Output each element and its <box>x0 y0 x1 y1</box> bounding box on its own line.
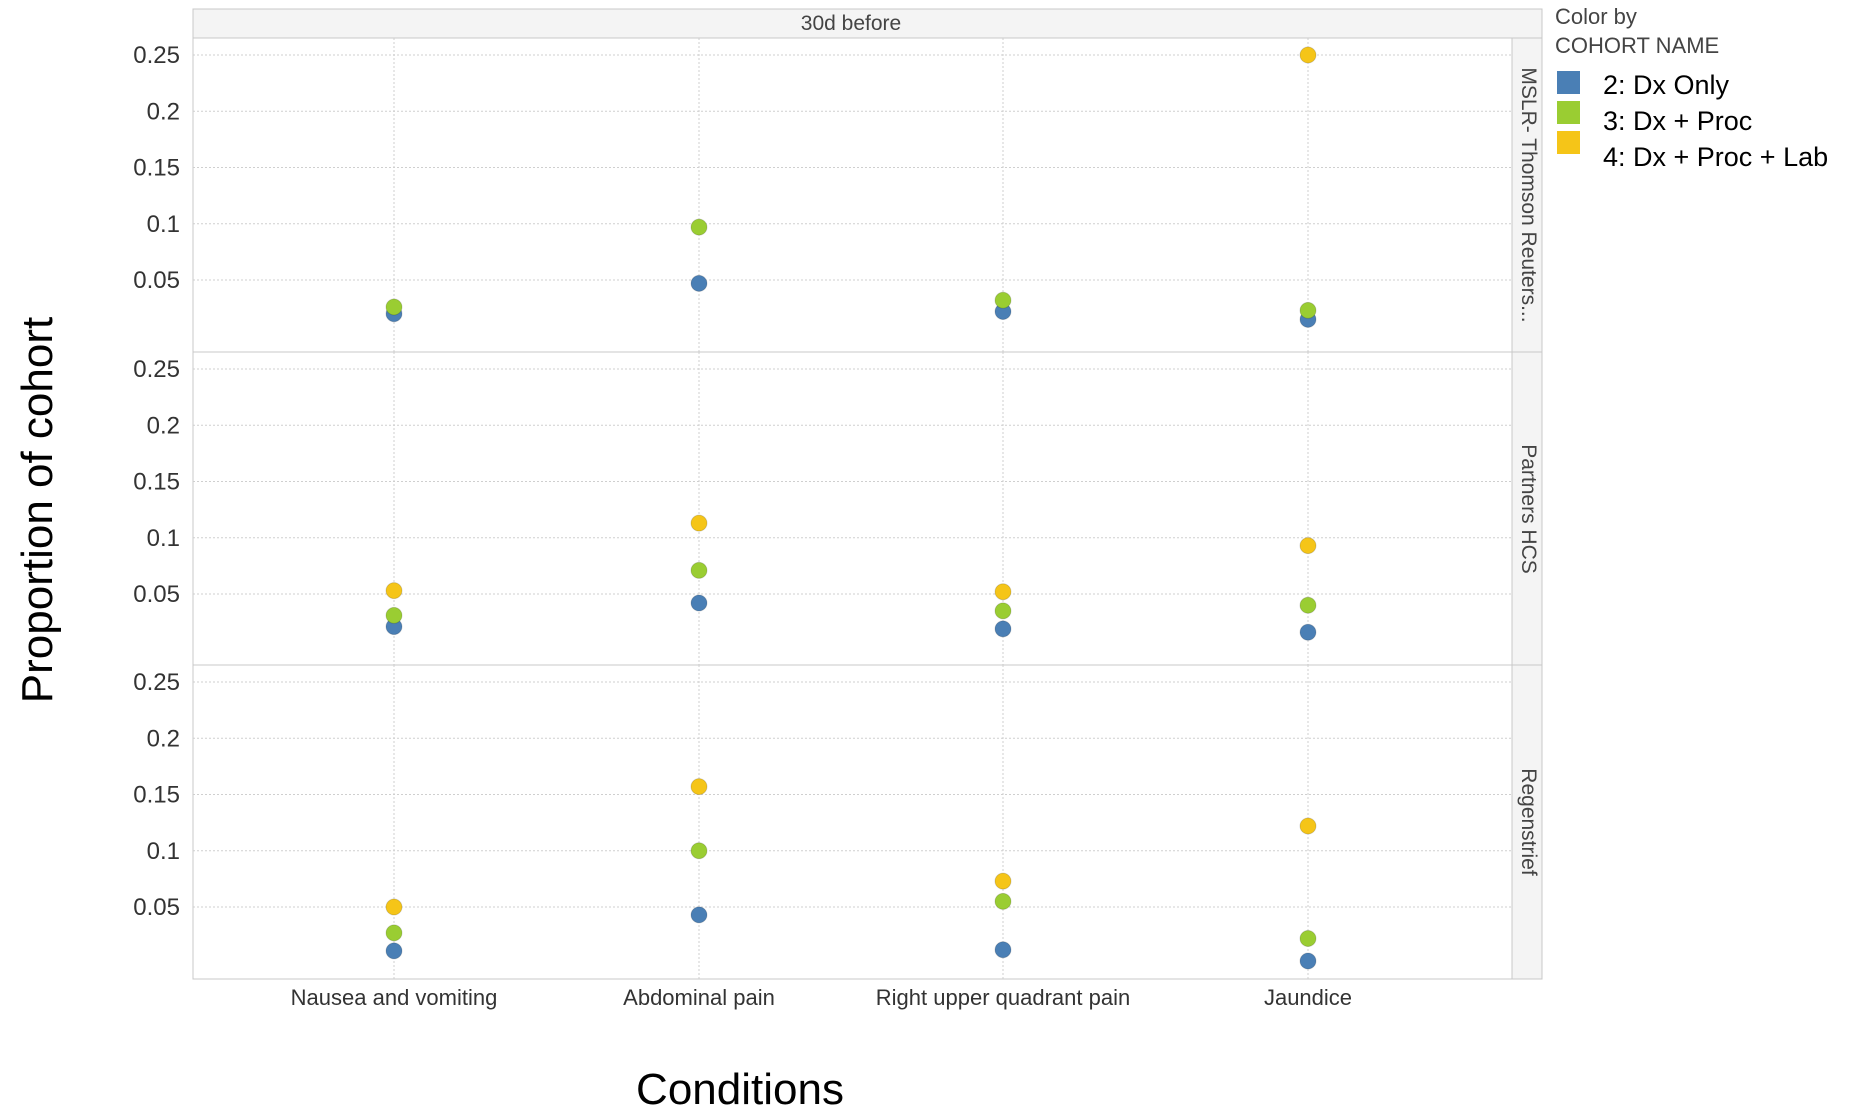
data-point <box>994 583 1012 601</box>
data-point <box>385 942 403 960</box>
x-tick-label: Nausea and vomiting <box>291 985 498 1010</box>
data-point <box>690 561 708 579</box>
column-header-strip <box>192 8 1543 39</box>
legend-title-line1: Color by <box>1555 4 1637 29</box>
y-tick-label: 0.1 <box>147 211 180 238</box>
panel-strip-label: Partners HCS <box>1517 444 1540 574</box>
legend: Color by COHORT NAME 2: Dx Only 3: Dx + … <box>1555 4 1828 172</box>
y-tick-label: 0.25 <box>133 669 180 696</box>
data-point <box>1299 46 1317 64</box>
data-point <box>994 291 1012 309</box>
data-point <box>690 906 708 924</box>
panel-1: MSLR- Thomson Reuters... 0.25 0.2 0.15 0.1 0.… <box>133 37 1543 353</box>
data-point <box>994 872 1012 890</box>
panel-frame <box>192 351 1513 667</box>
data-point <box>1299 301 1317 319</box>
legend-swatch-dx-proc <box>1557 101 1580 124</box>
panel-frame <box>192 37 1513 353</box>
panel-strip <box>1511 351 1543 667</box>
data-point <box>1299 930 1317 947</box>
x-axis-title: Conditions <box>636 1065 844 1106</box>
data-point <box>690 842 708 860</box>
data-point <box>1299 537 1317 555</box>
data-point <box>385 582 403 600</box>
x-tick-label: Abdominal pain <box>623 985 775 1010</box>
data-point <box>1299 952 1317 970</box>
data-point <box>385 298 403 316</box>
data-point <box>994 941 1012 959</box>
data-point <box>1299 623 1317 641</box>
y-axis-title: Proportion of cohort <box>13 317 62 703</box>
data-point <box>690 594 708 612</box>
column-header: 30d before <box>801 12 901 35</box>
x-category-labels: Nausea and vomiting Abdominal pain Right… <box>291 985 1352 1010</box>
y-tick-label: 0.15 <box>133 155 180 182</box>
panel-2: Partners HCS 0.25 0.2 0.15 0.1 0.05 <box>133 351 1543 667</box>
data-point <box>994 602 1012 620</box>
data-point <box>994 892 1012 910</box>
data-point <box>385 898 403 916</box>
legend-label-dx-proc: 3: Dx + Proc <box>1603 106 1752 136</box>
x-tick-label: Right upper quadrant pain <box>876 985 1130 1010</box>
y-tick-label: 0.25 <box>133 356 180 383</box>
y-tick-label: 0.05 <box>133 581 180 608</box>
panel-strip <box>1511 664 1543 980</box>
data-point <box>1299 817 1317 835</box>
legend-title-line2: COHORT NAME <box>1555 33 1719 58</box>
data-point <box>385 606 403 624</box>
data-point <box>690 274 708 292</box>
y-tick-label: 0.05 <box>133 267 180 294</box>
panel-3: Regenstrief 0.25 0.2 0.15 0.1 0.05 <box>133 664 1543 980</box>
legend-swatch-dx-proc-lab <box>1557 131 1580 154</box>
y-tick-label: 0.1 <box>147 838 180 865</box>
panels: MSLR- Thomson Reuters... 0.25 0.2 0.15 0.1 0.… <box>133 37 1543 980</box>
y-tick-label: 0.1 <box>147 525 180 552</box>
data-point <box>994 620 1012 638</box>
legend-swatch-dx-only <box>1557 71 1580 94</box>
data-point <box>690 514 708 532</box>
panel-strip-label: Regenstrief <box>1517 768 1540 876</box>
panel-frame <box>192 664 1513 980</box>
y-tick-label: 0.15 <box>133 469 180 496</box>
y-tick-label: 0.25 <box>133 42 180 69</box>
panel-strip <box>1511 37 1543 353</box>
y-tick-label: 0.2 <box>147 725 180 752</box>
y-tick-label: 0.05 <box>133 894 180 921</box>
legend-label-dx-only: 2: Dx Only <box>1603 70 1730 100</box>
data-point <box>385 924 403 942</box>
y-tick-label: 0.15 <box>133 782 180 809</box>
legend-label-dx-proc-lab: 4: Dx + Proc + Lab <box>1603 142 1828 172</box>
panel-strip-label: MSLR- Thomson Reuters... <box>1517 67 1540 322</box>
x-tick-label: Jaundice <box>1264 985 1352 1010</box>
data-point <box>1299 596 1317 614</box>
data-point <box>690 218 708 236</box>
data-point <box>690 778 708 796</box>
y-tick-label: 0.2 <box>147 98 180 125</box>
y-tick-label: 0.2 <box>147 412 180 439</box>
